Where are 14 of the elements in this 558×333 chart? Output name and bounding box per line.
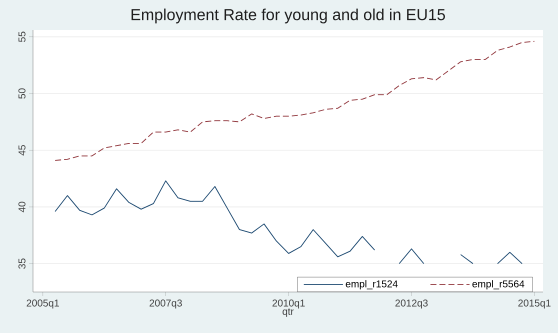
x-tick-label: 2007q3 (150, 300, 182, 309)
y-tick-label: 40 (18, 202, 26, 212)
y-tick-label: 45 (18, 145, 26, 156)
x-axis-title: qtr (282, 308, 294, 317)
x-tick-label: 2015q1 (518, 300, 551, 309)
chart-title: Employment Rate for young and old in EU15 (132, 8, 445, 24)
x-tick-label: 2012q3 (395, 300, 428, 309)
x-tick-label: 2010q1 (272, 300, 305, 309)
x-tick-label: 2005q1 (26, 300, 59, 309)
legend-label: empl_r1524 (346, 280, 398, 290)
y-tick-label: 55 (18, 32, 26, 42)
y-tick-label: 50 (18, 88, 26, 99)
y-tick-label: 35 (18, 258, 26, 269)
legend-label: empl_r5564 (472, 280, 524, 290)
